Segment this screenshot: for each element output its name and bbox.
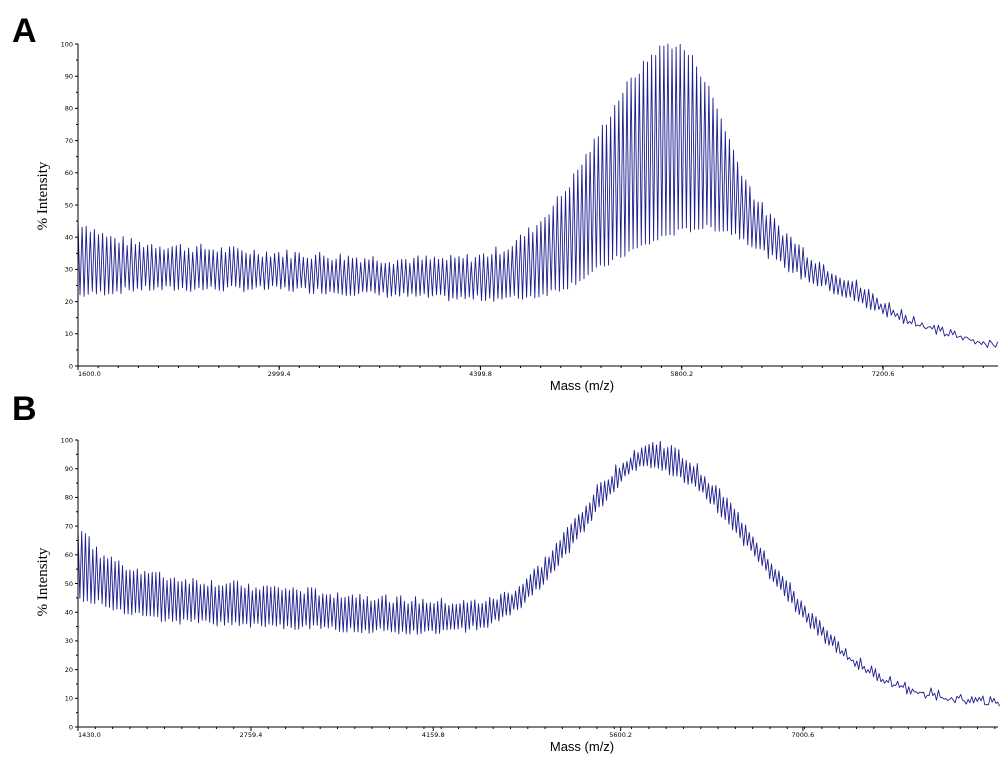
- x-tick-label: 1430.0: [78, 731, 101, 739]
- panel-b-y-ticks: 0 10 20 30 40 50 60 70 80 90 100: [61, 436, 78, 731]
- x-tick-label: 4399.8: [469, 370, 492, 378]
- x-tick-label: 7200.6: [872, 370, 895, 378]
- panel-a-spectrum-line: [77, 43, 999, 348]
- x-tick-label: 4159.8: [422, 731, 445, 739]
- y-tick-label: 100: [61, 40, 73, 48]
- y-tick-label: 0: [69, 362, 73, 370]
- x-tick-label: 7000.6: [792, 731, 815, 739]
- panel-b-x-axis-label: Mass (m/z): [550, 739, 614, 754]
- x-tick-label: 2759.4: [240, 731, 263, 739]
- x-tick-label: 5800.2: [670, 370, 693, 378]
- panel-b-spectrum-line: [77, 440, 1000, 707]
- y-tick-label: 100: [61, 436, 73, 444]
- y-tick-label: 10: [65, 695, 73, 703]
- y-tick-label: 90: [65, 465, 73, 473]
- y-tick-label: 70: [65, 522, 73, 530]
- panel-a-x-ticks: 1600.0 2999.4 4399.8 5800.2 7200.6: [77, 366, 984, 378]
- x-tick-label: 2999.4: [268, 370, 291, 378]
- panel-a-y-ticks: 0 10 20 30 40 50 60 70 80 90 100: [61, 40, 78, 370]
- panel-b-x-ticks: 1430.0 2759.4 4159.8 5600.2 7000.6: [77, 727, 996, 739]
- y-tick-label: 20: [65, 298, 73, 306]
- panel-b-label: B: [12, 390, 37, 428]
- y-tick-label: 10: [65, 330, 73, 338]
- y-tick-label: 80: [65, 494, 73, 502]
- y-tick-label: 30: [65, 637, 73, 645]
- x-tick-label: 1600.0: [78, 370, 101, 378]
- x-tick-label: 5600.2: [609, 731, 632, 739]
- y-tick-label: 80: [65, 105, 73, 113]
- y-tick-label: 20: [65, 666, 73, 674]
- y-tick-label: 70: [65, 137, 73, 145]
- y-tick-label: 50: [65, 201, 73, 209]
- panel-b: B % Intensity Mass (m/z) 0 10 20 30 40 50 60 70…: [12, 390, 1000, 754]
- y-tick-label: 40: [65, 234, 73, 242]
- panel-a-label: A: [12, 12, 37, 50]
- y-tick-label: 40: [65, 609, 73, 617]
- panel-b-y-axis-label: % Intensity: [35, 547, 51, 616]
- y-tick-label: 0: [69, 723, 73, 731]
- y-tick-label: 30: [65, 266, 73, 274]
- y-tick-label: 60: [65, 551, 73, 559]
- y-tick-label: 90: [65, 73, 73, 81]
- panel-a-y-axis-label: % Intensity: [35, 161, 51, 230]
- panel-a: A % Intensity Mass (m/z) 0 10 20 30 40 50 60 70…: [12, 12, 999, 393]
- y-tick-label: 50: [65, 580, 73, 588]
- panel-a-x-axis-label: Mass (m/z): [550, 378, 614, 393]
- y-tick-label: 60: [65, 169, 73, 177]
